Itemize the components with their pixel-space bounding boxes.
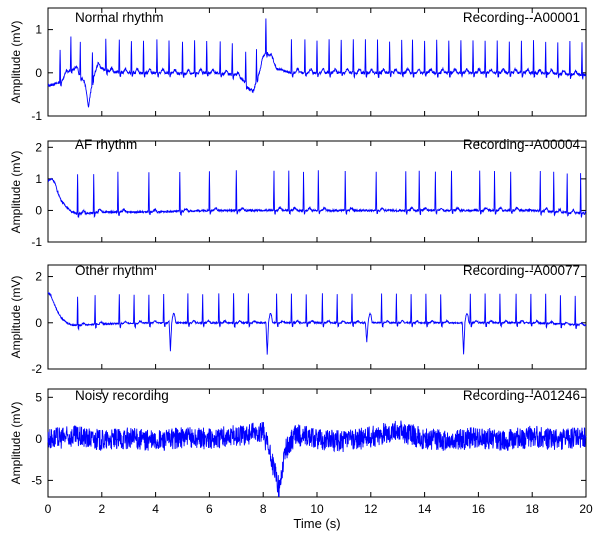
panel-4-ylabel: Amplitude (mV) [9, 402, 23, 485]
panel-3-axes-box [47, 264, 587, 370]
x-tick-label: 0 [45, 502, 52, 516]
panel-2-axes-box [47, 140, 587, 243]
panel-3-recording-label: Recording--A00077 [463, 263, 580, 278]
panel-other-rhythm: Other rhythm Recording--A00077 Amplitude… [9, 263, 587, 376]
panel-normal-rhythm: Normal rhythm Recording--A00001 Amplitud… [9, 7, 587, 123]
panel-4-title: Noisy recording [75, 388, 169, 403]
y-tick-label: 0 [35, 432, 42, 446]
x-tick-label: 6 [206, 502, 213, 516]
panel-1-ylabel: Amplitude (mV) [9, 21, 23, 104]
y-tick-label: -1 [31, 109, 42, 123]
x-tick-label: 18 [526, 502, 540, 516]
panel-4-xticks: 0 2 4 6 8 10 12 14 16 18 20 [45, 502, 593, 516]
panel-3-yticks: -2 0 2 [31, 265, 587, 376]
panel-2-ylabel: Amplitude (mV) [9, 151, 23, 234]
panel-4-ecg-trace [47, 420, 587, 498]
x-tick-label: 4 [152, 502, 159, 516]
panel-2-yticks: -1 0 1 2 [31, 140, 587, 249]
panel-1-title: Normal rhythm [75, 10, 164, 25]
y-tick-label: 0 [35, 316, 42, 330]
x-tick-label: 14 [418, 502, 432, 516]
y-tick-label: -2 [31, 362, 42, 376]
panel-3-ylabel: Amplitude (mV) [9, 276, 23, 359]
panel-1-ecg-trace [47, 18, 587, 108]
y-tick-label: -5 [31, 473, 42, 487]
y-tick-label: 0 [35, 203, 42, 217]
x-tick-label: 16 [472, 502, 486, 516]
y-tick-label: 2 [35, 270, 42, 284]
x-tick-label: 12 [364, 502, 378, 516]
panel-noisy-recording: Noisy recording Recording--A01246 Amplit… [9, 388, 593, 531]
panel-2-recording-label: Recording--A00004 [463, 137, 581, 152]
panel-3-title: Other rhythm [75, 263, 154, 278]
x-tick-label: 10 [310, 502, 324, 516]
y-tick-label: 2 [35, 140, 42, 154]
panel-2-title: AF rhythm [75, 137, 137, 152]
y-tick-label: 1 [35, 23, 42, 37]
panel-1-recording-label: Recording--A00001 [463, 10, 580, 25]
panel-2-ecg-trace [47, 170, 587, 219]
panel-1-yticks: -1 0 1 [31, 8, 587, 123]
y-tick-label: 0 [35, 66, 42, 80]
y-tick-label: 1 [35, 172, 42, 186]
panel-4-recording-label: Recording--A01246 [463, 388, 580, 403]
panel-3-ecg-trace [47, 291, 587, 355]
x-tick-label: 2 [98, 502, 105, 516]
x-tick-label: 8 [260, 502, 267, 516]
x-axis-label: Time (s) [293, 516, 340, 531]
panel-af-rhythm: AF rhythm Recording--A00004 Amplitude (m… [9, 137, 587, 249]
x-tick-label: 20 [579, 502, 593, 516]
y-tick-label: 5 [35, 390, 42, 404]
y-tick-label: -1 [31, 235, 42, 249]
